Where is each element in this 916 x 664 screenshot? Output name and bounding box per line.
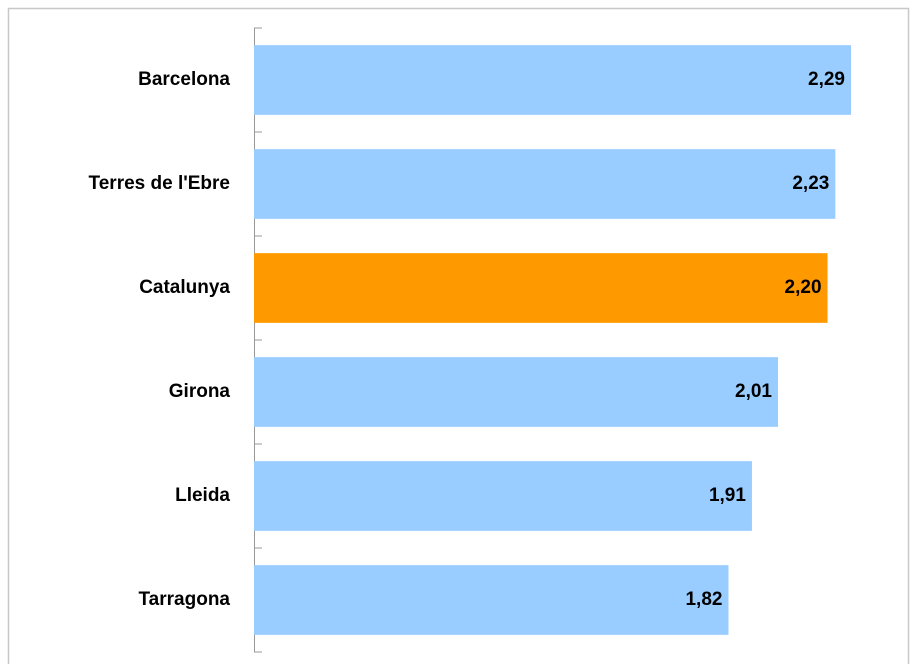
data-label: 2,29 [808,69,845,90]
bar [254,461,752,531]
y-tick-label: Girona [169,381,231,402]
y-tick-label: Barcelona [138,69,230,90]
y-tick-label: Lleida [175,485,230,506]
bar [254,253,828,323]
bar [254,565,729,635]
y-tick-label: Tarragona [138,589,230,610]
chart-frame [7,7,910,664]
bar [254,149,836,219]
bar [254,45,851,115]
data-label: 2,23 [792,173,829,194]
bar [254,357,779,427]
data-label: 1,91 [709,485,746,506]
y-tick-label: Terres de l'Ebre [89,173,230,194]
data-label: 2,20 [785,277,822,298]
y-tick-label: Catalunya [139,277,230,298]
data-label: 1,82 [685,589,722,610]
data-label: 2,01 [735,381,772,402]
